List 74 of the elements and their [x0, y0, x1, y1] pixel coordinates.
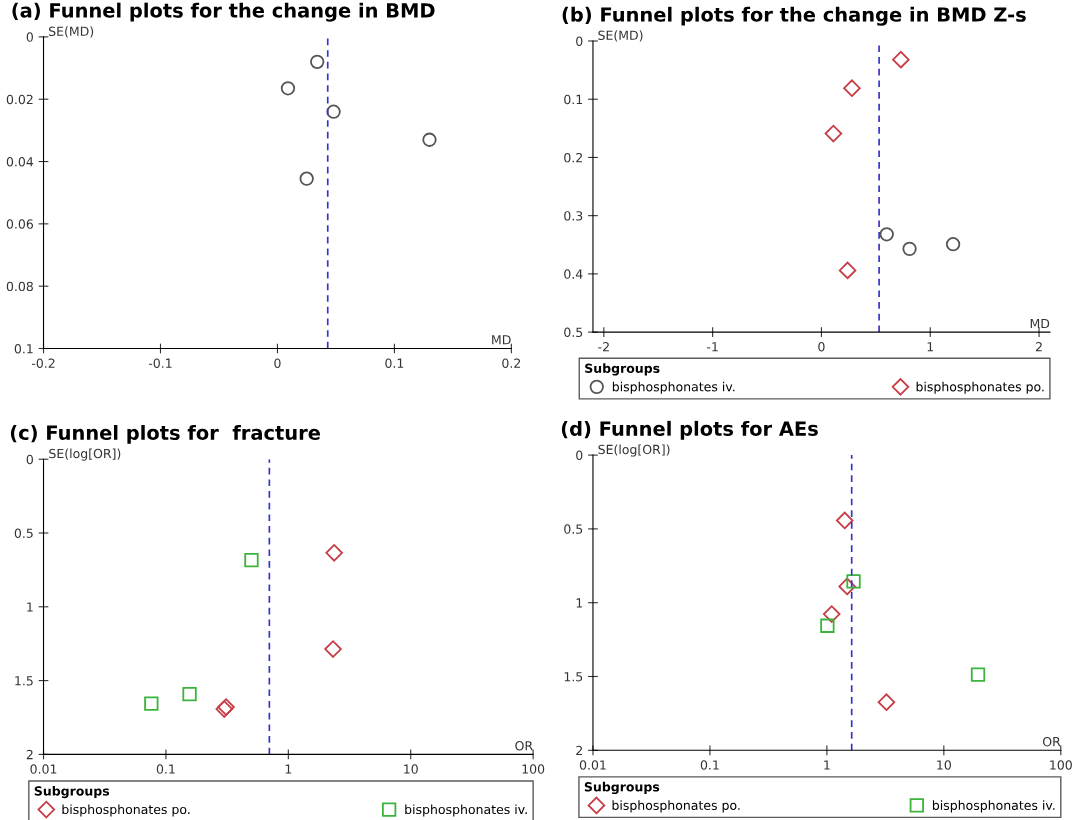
y-axis-title: SE(MD) — [49, 26, 94, 38]
x-tick-label: 10 — [937, 760, 951, 770]
y-tick-label: 0.3 — [564, 211, 583, 221]
y-tick-label: 0.08 — [6, 281, 33, 292]
y-tick-label: 0.06 — [6, 219, 34, 229]
point — [326, 104, 341, 119]
y-tick-label: 0.5 — [564, 524, 583, 534]
x-tick-label: -0.2 — [31, 358, 55, 368]
x-tick-label: -1 — [707, 342, 718, 352]
x-axis-title: MD — [1030, 318, 1050, 329]
legend-title: Subgroups — [34, 785, 110, 799]
y-tick-label: 2 — [26, 749, 33, 760]
y-tick-label: 0 — [576, 450, 583, 461]
x-tick-label: 1 — [824, 760, 830, 770]
x-tick-label: -0.1 — [148, 358, 172, 368]
point — [843, 79, 861, 97]
x-tick-label: 0.1 — [700, 760, 719, 770]
chart-title: (d) Funnel plots for AEs — [561, 420, 818, 440]
y-tick-label: 0.1 — [564, 94, 583, 105]
x-tick-label: 10 — [404, 764, 418, 774]
x-tick-label: 0.1 — [156, 764, 175, 774]
chart-title: (b) Funnel plots for the change in BMD Z-s — [562, 6, 1026, 26]
y-tick-label: 0.02 — [6, 94, 33, 105]
point — [902, 241, 917, 257]
point — [422, 132, 437, 147]
point — [879, 227, 894, 242]
x-tick-label: 1 — [927, 342, 934, 352]
y-tick-label: 1 — [576, 598, 583, 608]
legend-label: bisphosphonates iv. — [612, 381, 735, 394]
x-tick-label: 1 — [285, 764, 292, 774]
y-tick-label: 0 — [26, 32, 33, 42]
y-tick-label: 0.04 — [6, 157, 34, 167]
legend-label: bisphosphonates po. — [612, 800, 740, 813]
y-axis-title: SE(log[OR]) — [49, 448, 121, 461]
legend-label: bisphosphonates iv. — [932, 800, 1055, 813]
x-tick-label: 2 — [1035, 342, 1042, 352]
x-tick-label: 0.1 — [385, 358, 404, 368]
y-tick-label: 2 — [576, 745, 582, 756]
y-tick-label: 0 — [576, 36, 583, 46]
y-tick-label: 0.5 — [564, 327, 583, 338]
legend-title: Subgroups — [584, 781, 660, 795]
y-tick-label: 1.5 — [564, 672, 583, 682]
y-axis-title: SE(log[OR]) — [598, 444, 670, 457]
x-tick-label: 0.01 — [579, 760, 606, 770]
y-tick-label: 0.4 — [564, 269, 583, 279]
y-tick-label: 0.2 — [564, 152, 582, 163]
point — [299, 171, 314, 186]
chart-title: (c) Funnel plots for fracture — [10, 424, 320, 444]
point — [280, 81, 296, 96]
y-tick-label: 0 — [26, 454, 33, 465]
y-tick-label: 0.5 — [14, 528, 33, 538]
point — [824, 124, 843, 143]
x-tick-label: 0 — [818, 342, 825, 352]
legend-title: Subgroups — [585, 363, 660, 376]
x-tick-label: 100 — [1050, 760, 1072, 770]
legend-label: bisphosphonates po. — [916, 381, 1044, 394]
x-tick-label: 0.2 — [502, 358, 521, 368]
point — [838, 261, 857, 280]
y-tick-label: 1.5 — [15, 676, 33, 686]
x-axis-title: OR — [1042, 736, 1061, 747]
x-tick-label: -2 — [598, 342, 609, 352]
x-tick-label: 100 — [522, 764, 545, 774]
x-axis-title: MD — [492, 335, 511, 345]
legend-label: bisphosphonates iv. — [405, 804, 527, 817]
x-axis-title: OR — [515, 741, 533, 751]
y-tick-label: 1 — [27, 602, 33, 612]
point — [892, 50, 910, 69]
x-tick-label: 0.01 — [30, 764, 57, 774]
point — [310, 54, 325, 69]
legend-label: bisphosphonates po. — [62, 804, 190, 817]
chart-title: (a) Funnel plots for the change in BMD — [12, 2, 435, 22]
point — [945, 237, 961, 252]
x-tick-label: 0 — [274, 358, 281, 368]
y-axis-title: SE(MD) — [598, 30, 643, 42]
